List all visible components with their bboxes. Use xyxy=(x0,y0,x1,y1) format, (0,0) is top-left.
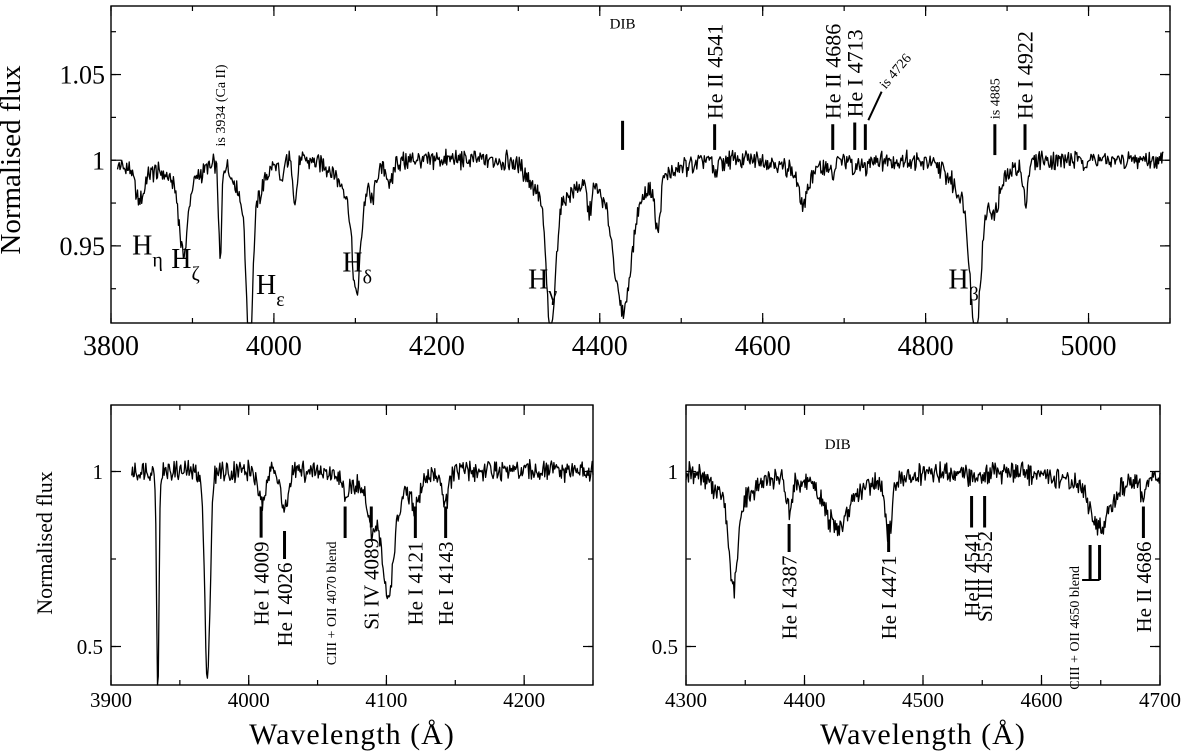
x-tick-label: 4800 xyxy=(898,331,954,362)
x-tick-label: 4300 xyxy=(665,688,707,712)
y-tick-label: 1 xyxy=(668,460,679,484)
line-identification-label: He I 4009 xyxy=(249,542,273,626)
x-tick-label: 4500 xyxy=(902,688,944,712)
y-axis-label: Normalised flux xyxy=(32,471,57,615)
panel-bottom-left-spectrum: 3900 4000 4100 4200 0.5 1 Normalised flux Wavel… xyxy=(32,404,594,751)
plot-frame xyxy=(110,404,594,686)
panel-bottom-right-spectrum: 4300 4400 4500 4600 4700 0.5 1 Wavelength (Å) DI… xyxy=(652,404,1181,751)
balmer-line-label: Hζ xyxy=(171,244,200,285)
line-identification-label: He II 4541 xyxy=(702,24,727,119)
balmer-line-label: Hδ xyxy=(342,248,372,289)
line-identification-label: He I 4121 xyxy=(404,542,428,626)
line-identification-label: CIII + OII 4650 blend xyxy=(1068,566,1083,690)
balmer-line-label: Hη xyxy=(132,230,163,271)
balmer-line-label: Hβ xyxy=(948,265,978,306)
x-axis-label: Wavelength (Å) xyxy=(249,718,455,751)
x-tick-label: 4600 xyxy=(735,331,791,362)
y-tick-label: 1.05 xyxy=(60,61,106,90)
line-identification-label: HeII 4541 xyxy=(960,531,984,617)
spectrum-series xyxy=(131,459,594,686)
line-identification-label: is 3934 (Ca II) xyxy=(214,64,229,146)
spectrum-series xyxy=(116,148,1164,324)
line-identification-label: is 4885 xyxy=(989,78,1004,119)
y-tick-label: 1 xyxy=(92,146,105,175)
x-tick-label: 4200 xyxy=(503,688,545,712)
line-identification-label: He I 4922 xyxy=(1013,31,1038,119)
line-marker-leader xyxy=(867,91,883,121)
x-tick-label: 4400 xyxy=(572,331,628,362)
spectrum-series xyxy=(685,460,1161,599)
line-identification-label: He II 4686 xyxy=(820,24,845,119)
balmer-line-label: Hε xyxy=(256,270,285,311)
line-identification-label: He I 4026 xyxy=(273,563,297,647)
line-identification-label: He I 4387 xyxy=(777,556,801,640)
x-tick-label: 4700 xyxy=(1139,688,1181,712)
y-tick-label: 1 xyxy=(93,460,104,484)
line-identification-label: Si III 4552 xyxy=(973,531,997,622)
x-tick-label: 4000 xyxy=(228,688,270,712)
x-tick-label: 4200 xyxy=(409,331,465,362)
line-identification-label: He I 4143 xyxy=(434,542,458,626)
x-axis-label: Wavelength (Å) xyxy=(820,718,1026,751)
x-tick-label: 4100 xyxy=(365,688,407,712)
balmer-line-label: Hγ xyxy=(528,265,557,306)
line-identification-label: He II 4686 xyxy=(1132,542,1156,633)
line-identification-label: CIII + OII 4070 blend xyxy=(325,542,340,666)
x-tick-label: 4400 xyxy=(784,688,826,712)
line-identification-label: DIB xyxy=(610,16,636,32)
x-tick-label: 3900 xyxy=(90,688,132,712)
line-identification-label: He I 4713 xyxy=(842,29,867,117)
y-tick-label: 0.95 xyxy=(60,232,106,261)
x-tick-label: 4000 xyxy=(246,331,302,362)
line-identification-label: Si IV 4089 xyxy=(360,538,384,630)
y-tick-label: 0.5 xyxy=(652,635,678,659)
x-tick-label: 3800 xyxy=(83,331,139,362)
y-axis-label: Normalised flux xyxy=(0,65,27,255)
plot-frame xyxy=(110,5,1171,324)
line-identification-label: DIB xyxy=(825,437,851,453)
y-tick-label: 0.5 xyxy=(77,635,103,659)
x-tick-label: 5000 xyxy=(1061,331,1117,362)
line-identification-label: He I 4471 xyxy=(877,556,901,640)
x-tick-label: 4600 xyxy=(1021,688,1063,712)
